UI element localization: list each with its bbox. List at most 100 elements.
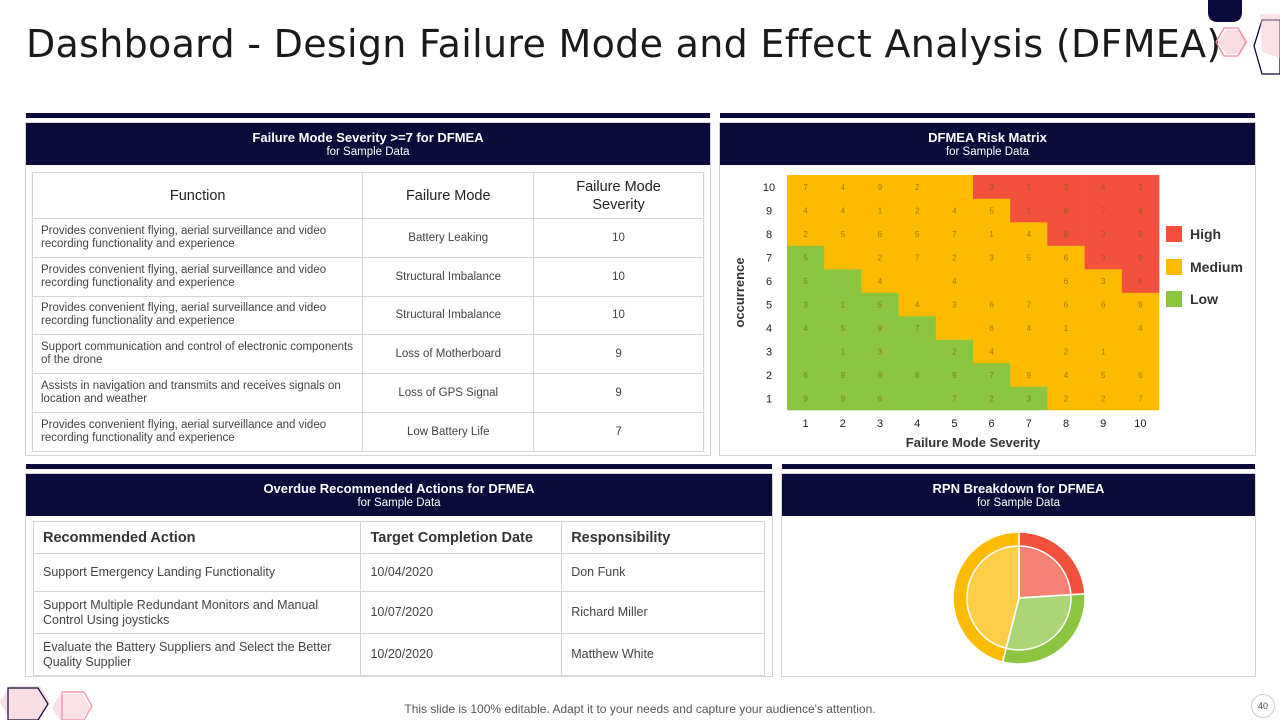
footer-note: This slide is 100% editable. Adapt it to… — [404, 702, 876, 716]
matrix-cell — [824, 245, 862, 270]
matrix-cell — [898, 222, 937, 246]
matrix-cell — [1010, 386, 1048, 411]
matrix-cell — [1121, 198, 1160, 223]
matrix-cell — [1084, 175, 1123, 199]
matrix-cell — [973, 175, 1011, 199]
matrix-cell — [1047, 269, 1085, 293]
matrix-cell — [1084, 198, 1123, 223]
x-tick-label: 3 — [877, 418, 883, 430]
panel-accent-bar — [26, 464, 772, 469]
severity-cell: 10 — [533, 218, 704, 258]
matrix-cell-label: 6 — [1064, 253, 1069, 262]
matrix-cell — [824, 269, 862, 293]
panel-accent-bar — [782, 464, 1255, 469]
matrix-cell-label: 2 — [1101, 394, 1106, 403]
matrix-cell-label: 8 — [1138, 277, 1143, 286]
legend-swatch-medium — [1166, 258, 1182, 275]
matrix-cell — [1010, 245, 1048, 270]
matrix-cell-label: 1 — [1027, 206, 1032, 215]
matrix-cell — [787, 245, 825, 270]
matrix-cell — [861, 386, 899, 411]
y-tick-label: 6 — [766, 276, 772, 288]
matrix-cell-label: 1 — [841, 347, 846, 356]
column-header-recommended-action: Recommended Action — [32, 521, 362, 554]
matrix-cell-label: 6 — [1064, 277, 1069, 286]
owner-cell: Don Funk — [561, 553, 765, 592]
matrix-cell-label: 6 — [878, 230, 883, 239]
matrix-cell — [787, 316, 825, 340]
x-tick-label: 8 — [1063, 418, 1069, 430]
matrix-cell-label: 3 — [1101, 253, 1106, 262]
matrix-cell — [787, 386, 825, 411]
matrix-cell-label: 1 — [1027, 183, 1032, 192]
matrix-cell — [1047, 198, 1085, 223]
page-title: Dashboard - Design Failure Mode and Effe… — [26, 22, 1222, 66]
matrix-cell — [935, 222, 974, 246]
matrix-cell — [861, 222, 899, 246]
matrix-cell — [1121, 269, 1160, 293]
overdue-panel-subtitle: for Sample Data — [357, 497, 441, 509]
matrix-cell — [898, 175, 937, 199]
failure-mode-cell: Low Battery Life — [362, 411, 535, 452]
matrix-cell-label: 6 — [1064, 300, 1069, 309]
risk-matrix-title: DFMEA Risk Matrix — [928, 130, 1047, 145]
matrix-cell-label: 1 — [841, 300, 846, 309]
matrix-cell-label: 4 — [915, 300, 920, 309]
function-cell: Provides convenient flying, aerial surve… — [31, 411, 364, 452]
table-row: Support communication and control of ele… — [31, 334, 704, 375]
legend-swatch-low — [1166, 291, 1182, 308]
function-cell: Provides convenient flying, aerial surve… — [31, 218, 364, 258]
severity-cell: 9 — [533, 373, 704, 413]
y-tick-label: 8 — [766, 229, 772, 241]
owner-cell: Richard Miller — [561, 591, 765, 634]
matrix-cell — [824, 175, 862, 199]
failure-mode-cell: Structural Imbalance — [362, 295, 535, 336]
matrix-cell — [1010, 292, 1048, 317]
rpn-panel-subtitle: for Sample Data — [976, 497, 1061, 509]
matrix-cell-label: 3 — [952, 300, 957, 309]
panel-accent-bar — [26, 113, 710, 118]
table-header-row: Function Failure Mode Failure Mode Sever… — [31, 172, 704, 219]
table-row: Provides convenient flying, aerial surve… — [31, 218, 704, 258]
matrix-cell — [861, 175, 899, 199]
matrix-cell — [898, 339, 937, 364]
matrix-cell — [1047, 363, 1085, 387]
matrix-cell — [861, 363, 899, 387]
decorative-hexagons-bottom-left-icon — [0, 686, 93, 720]
matrix-cell-label: 2 — [1064, 347, 1069, 356]
y-tick-label: 10 — [763, 182, 775, 194]
matrix-cell — [898, 363, 937, 387]
matrix-cell — [1047, 386, 1085, 411]
matrix-cell — [1010, 363, 1048, 387]
risk-matrix-legend: High Medium Low — [1166, 218, 1243, 316]
matrix-cell — [1047, 245, 1085, 270]
matrix-cell — [898, 269, 937, 293]
legend-swatch-high — [1166, 226, 1182, 243]
y-tick-label: 1 — [766, 393, 772, 405]
matrix-cell-label: 1 — [989, 230, 994, 239]
page-number: 40 — [1251, 694, 1275, 718]
x-axis-label: Failure Mode Severity — [906, 435, 1041, 450]
matrix-cell-label: 4 — [878, 277, 883, 286]
legend-label-low: Low — [1190, 291, 1218, 308]
legend-label-high: High — [1190, 226, 1222, 243]
rpn-breakdown-panel: RPN Breakdown for DFMEA for Sample Data — [781, 464, 1256, 677]
decorative-hexagons-top-right-icon — [1208, 0, 1280, 75]
matrix-cell — [973, 363, 1011, 387]
legend-label-medium: Medium — [1190, 258, 1243, 275]
y-tick-label: 7 — [766, 252, 772, 264]
y-tick-label: 9 — [766, 205, 772, 217]
table-row: Evaluate the Battery Suppliers and Selec… — [32, 633, 765, 676]
function-cell: Provides convenient flying, aerial surve… — [31, 256, 364, 297]
date-cell: 10/04/2020 — [360, 553, 563, 592]
matrix-cell-label: 9 — [878, 324, 883, 333]
matrix-cell-label: 2 — [1064, 394, 1069, 403]
x-tick-label: 1 — [803, 418, 809, 430]
y-axis-label: occurrence — [732, 257, 747, 327]
matrix-cell — [973, 269, 1011, 293]
matrix-cell-label: 6 — [803, 371, 808, 380]
severity-table: Function Failure Mode Failure Mode Sever… — [31, 172, 704, 452]
matrix-cell — [1047, 339, 1085, 364]
matrix-cell-label: 4 — [952, 277, 957, 286]
matrix-cell — [1121, 222, 1160, 246]
